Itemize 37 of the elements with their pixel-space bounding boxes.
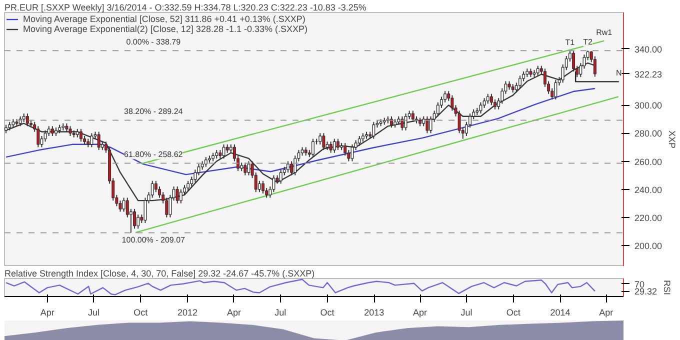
y-tick-label: 70 <box>634 279 645 290</box>
x-tick-label: Apr <box>599 308 614 318</box>
y-tick-label: 340.00 <box>634 44 662 54</box>
x-tick-label: Oct <box>506 308 521 318</box>
y-tick-label: 280.00 <box>634 128 662 139</box>
x-tick-label: 2014 <box>550 308 570 318</box>
x-tick-label: Jul <box>460 308 472 318</box>
x-tick-label: Apr <box>40 308 54 318</box>
x-tick-label: Oct <box>320 308 335 318</box>
annotation: T2 <box>583 38 594 47</box>
y-tick-label: 260.00 <box>634 156 662 167</box>
annotation: Rw1 <box>596 28 613 37</box>
x-tick-label: Oct <box>134 308 148 318</box>
y-tick-label: 29.32 <box>634 286 658 297</box>
annotation: 100.00% - 209.07 <box>122 236 186 245</box>
y-tick-label: 300.00 <box>634 100 662 111</box>
chart-title: Relative Strength Index [Close, 4, 30, 70, False] 29.32 -24.67 -45.7% (.SXXP) <box>4 268 315 278</box>
chart-title: PR.EUR [.SXXP Weekly] 3/16/2014 - O:332.59 H:334.78 L:320.23 C:322.23 -10.83 -3.25% <box>4 2 366 12</box>
y-tick-label: 200.00 <box>634 240 662 251</box>
x-tick-label: Apr <box>413 308 428 318</box>
annotation: N <box>616 68 622 78</box>
legend-label: Moving Average Exponential(2) [Close, 12] 328.28 -1.1 -0.33% (.SXXP) <box>23 24 308 34</box>
x-tick-label: 2012 <box>178 308 198 318</box>
x-tick-label: Jul <box>88 308 100 318</box>
y-axis-title: XXP <box>667 130 678 149</box>
annotation: 0.00% - 338.79 <box>126 38 182 47</box>
x-tick-label: 2013 <box>364 308 384 318</box>
y-tick-label: 322.23 <box>634 69 662 80</box>
annotation: 38.20% - 289.24 <box>124 107 184 116</box>
legend-label: Moving Average Exponential [Close, 52] 311.86 +0.41 +0.13% (.SXXP) <box>23 14 306 24</box>
x-tick-label: Apr <box>226 308 241 318</box>
annotation: T1 <box>565 38 576 48</box>
annotation: 61.80% - 258.62 <box>124 150 184 160</box>
y-tick-label: 220.00 <box>634 212 662 223</box>
x-tick-label: Jul <box>274 308 286 318</box>
y-axis-title: RSI <box>662 280 672 296</box>
y-tick-label: 240.00 <box>634 184 662 195</box>
